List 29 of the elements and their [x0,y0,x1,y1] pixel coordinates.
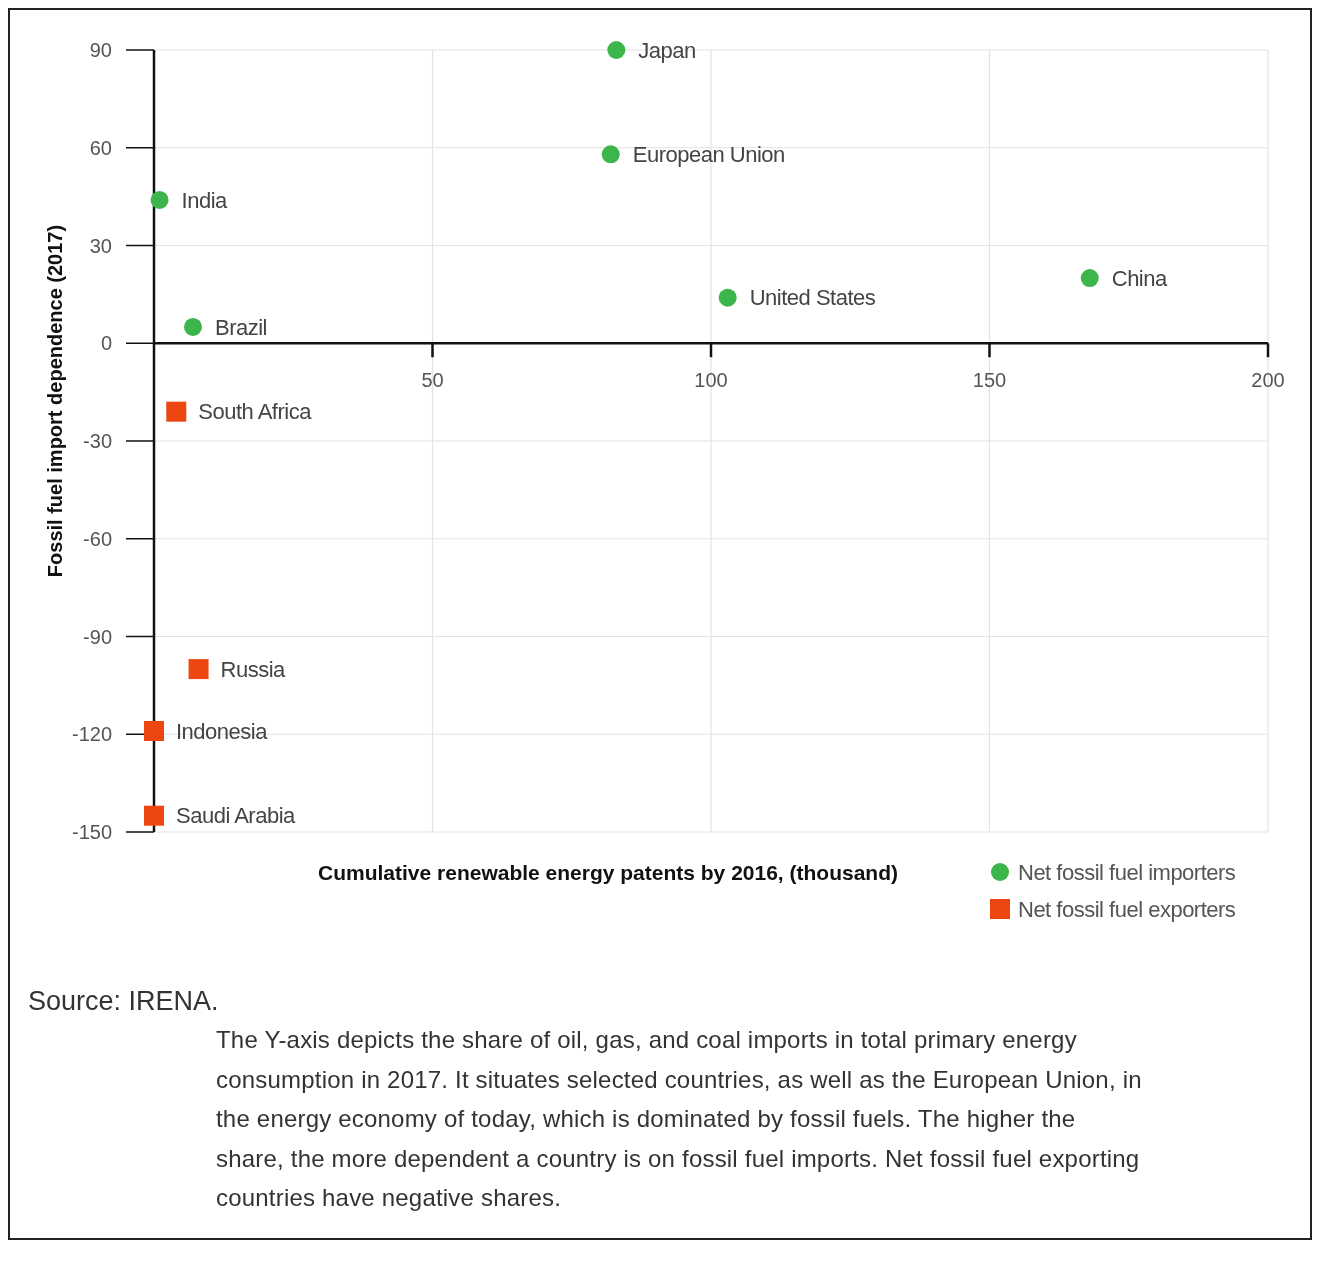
annotation: United States [749,285,876,311]
y-tick-label: 0 [100,332,112,355]
annotation: Brazil [214,314,268,340]
y-tick-label: -60 [83,527,112,550]
x-axis-title: Cumulative renewable energy patents by 2016, (thousand) [318,861,898,884]
text: The Y-axis depicts the share of oil, gas, and coal imports in total primary energy consumption in 2017. It situates selected countries, as well as the European Union, in the energy economy of today, which is dominated by fossil fuels. The higher the share, the more dependent a country is on fossil fuel imports. Net fossil fuel exporting countries have negative shares. [216,1025,1143,1213]
annotation: European Union [632,141,785,167]
x-tick-label: 200 [1251,369,1285,392]
annotation: Saudi Arabia [176,803,297,829]
y-axis-title: Fossil fuel import dependence (2017) [44,224,66,578]
y-tick-label: 90 [89,39,112,61]
source-note: Source: IRENA. [28,986,219,1016]
x-tick-label: 150 [972,369,1007,392]
annotation: India [181,187,229,213]
legend-label: Net fossil fuel importers [1018,859,1236,885]
annotation: Japan [638,37,696,63]
annotation: South Africa [198,399,313,425]
y-tick-label: 60 [89,136,112,159]
y-tick-label: -30 [83,430,112,452]
legend-label: Net fossil fuel exporters [1018,896,1236,922]
annotation: Indonesia [176,718,269,744]
annotation: China [1111,265,1169,291]
x-tick-label: 50 [421,369,444,392]
y-tick-label: -90 [83,625,112,648]
y-tick-label: -150 [71,821,112,843]
y-tick-label: -120 [71,723,112,746]
y-tick-label: 30 [89,234,112,257]
x-tick-label: 100 [694,369,728,392]
annotation: Russia [220,656,287,682]
